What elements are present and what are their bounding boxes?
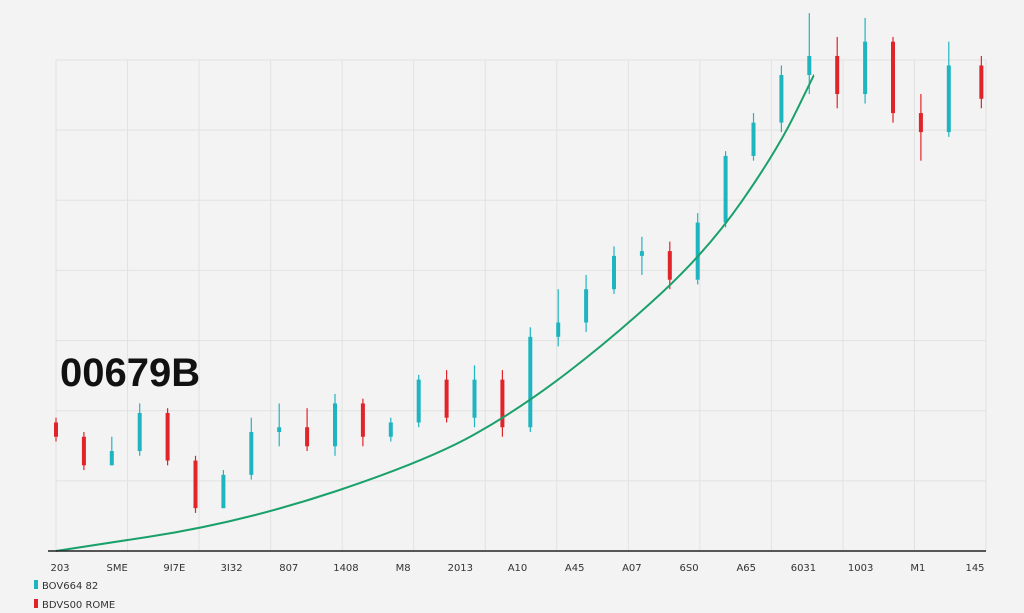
candle-body-0 <box>54 422 58 437</box>
candle-body-26 <box>779 75 784 123</box>
candle-body-9 <box>305 427 310 447</box>
candle-body-2 <box>109 451 114 466</box>
candle-body-32 <box>946 65 951 133</box>
candle-body-10 <box>333 403 337 447</box>
x-tick-label-8: A10 <box>508 563 528 574</box>
x-tick-label-16: 145 <box>965 563 984 574</box>
candle-body-19 <box>584 289 589 323</box>
candle-body-27 <box>807 55 812 75</box>
x-tick-label-13: 6031 <box>791 563 816 574</box>
x-tick-label-12: A65 <box>736 563 756 574</box>
candle-body-23 <box>695 222 700 280</box>
legend: BOV664 82 BDVS00 ROME <box>34 580 115 611</box>
x-tick-label-1: SME <box>107 563 128 574</box>
candle-body-4 <box>165 412 170 461</box>
candle-body-20 <box>612 255 616 290</box>
candle-body-3 <box>137 412 142 452</box>
legend-swatch-red <box>34 599 38 608</box>
x-tick-labels: 203 SME 9I7E 3I32 807 1408 M8 2013 A10 A45 A07 6S0 A… <box>50 563 984 574</box>
x-tick-label-4: 807 <box>279 563 298 574</box>
candle-body-28 <box>835 55 840 95</box>
candle-body-33 <box>979 65 984 99</box>
candle-body-31 <box>918 113 923 133</box>
candle-body-8 <box>277 427 282 432</box>
x-tick-label-6: M8 <box>396 563 411 574</box>
candle-body-18 <box>556 322 561 337</box>
candle-body-29 <box>863 41 868 95</box>
x-tick-label-11: 6S0 <box>680 563 699 574</box>
candle-body-1 <box>81 436 86 466</box>
legend-swatch-teal <box>34 580 38 589</box>
x-tick-label-3: 3I32 <box>221 563 243 574</box>
candle-body-24 <box>723 155 728 223</box>
candle-body-30 <box>891 41 895 114</box>
candle-body-14 <box>444 379 449 418</box>
candlesticks <box>54 13 984 513</box>
legend-label-teal: BOV664 82 <box>42 581 98 592</box>
candle-body-7 <box>249 432 254 475</box>
candle-body-16 <box>500 379 505 428</box>
x-tick-label-5: 1408 <box>333 563 358 574</box>
candle-body-17 <box>528 336 533 428</box>
chart-title: 00679B <box>60 351 200 395</box>
legend-label-red: BDVS00 ROME <box>42 600 115 611</box>
candle-body-21 <box>639 251 644 256</box>
x-tick-label-14: 1003 <box>848 563 873 574</box>
x-tick-label-10: A07 <box>622 563 642 574</box>
x-tick-label-9: A45 <box>565 563 585 574</box>
candle-body-11 <box>360 403 365 437</box>
candle-body-13 <box>416 379 421 423</box>
candle-body-15 <box>472 379 477 418</box>
candle-body-6 <box>221 474 226 509</box>
candle-body-5 <box>193 460 198 509</box>
trend-line <box>55 74 815 552</box>
x-tick-label-15: M1 <box>910 563 925 574</box>
candle-body-12 <box>388 422 393 437</box>
x-tick-label-0: 203 <box>50 563 69 574</box>
candle-body-25 <box>751 122 756 156</box>
x-tick-label-2: 9I7E <box>163 563 185 574</box>
x-tick-label-7: 2013 <box>448 563 473 574</box>
candle-body-22 <box>667 251 672 280</box>
